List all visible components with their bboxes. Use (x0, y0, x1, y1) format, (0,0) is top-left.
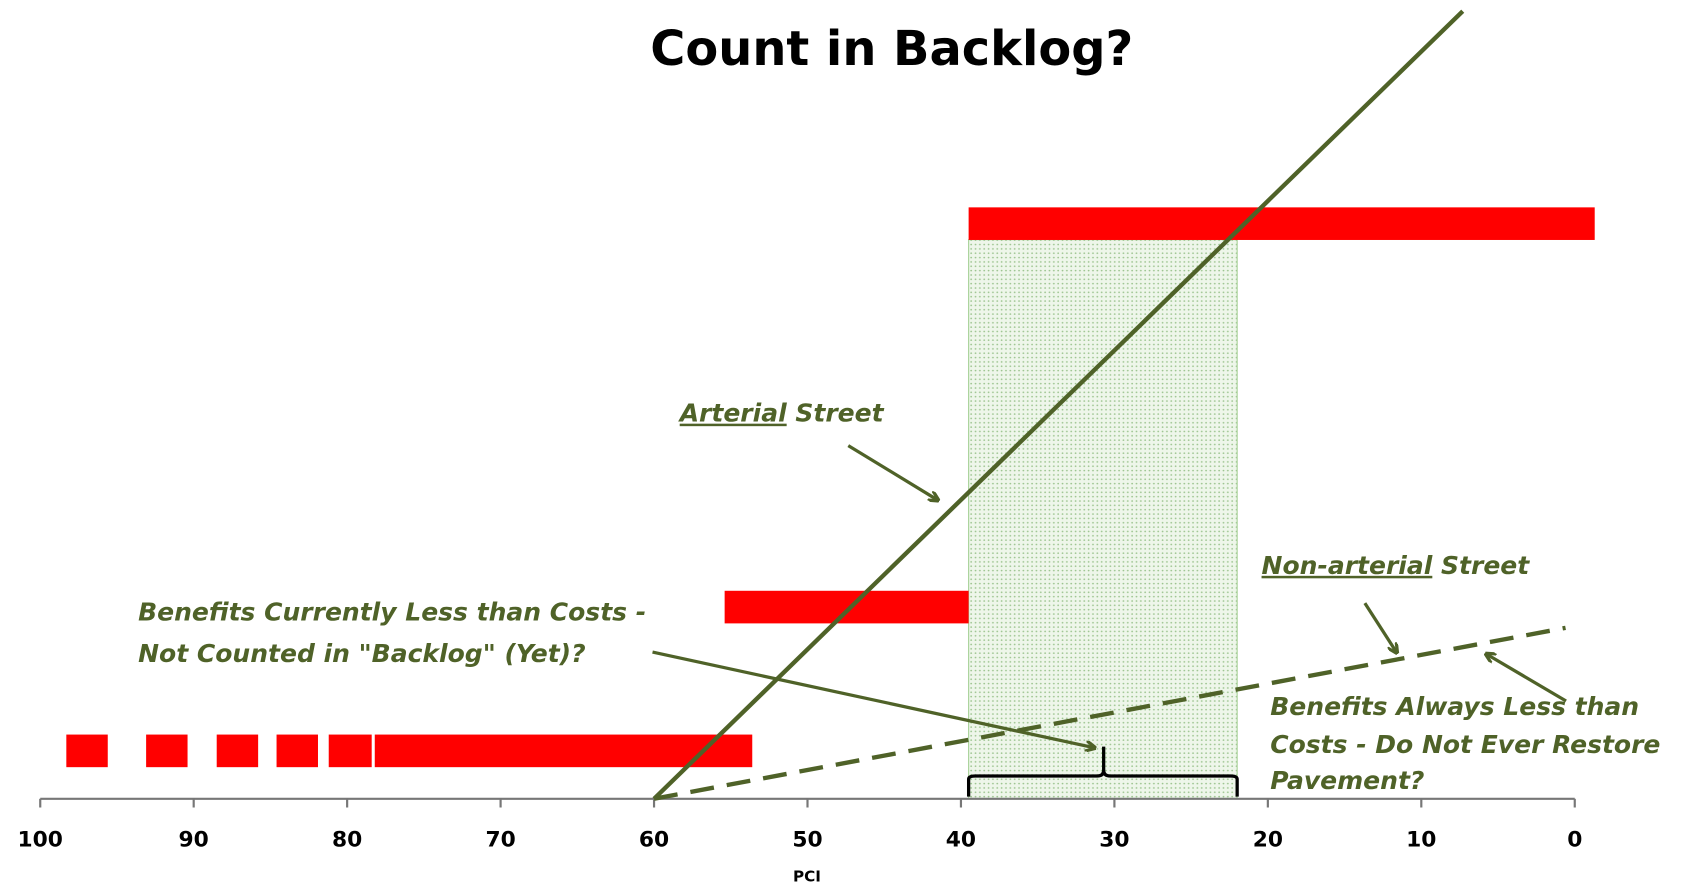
x-tick-label: 30 (1099, 828, 1129, 853)
line (652, 9, 1465, 801)
arrow (1487, 654, 1567, 703)
x-tick-label: 40 (946, 828, 976, 853)
annotation: Benefits Always Less than (1270, 692, 1639, 721)
x-tick-label: 10 (1406, 828, 1436, 853)
x-axis-label: PCI (793, 867, 821, 885)
x-tick-label: 60 (639, 828, 669, 853)
x-tick-label: 70 (485, 828, 515, 853)
x-tick-label: 80 (332, 828, 362, 853)
brace (966, 746, 1239, 797)
bar (146, 734, 188, 768)
x-tick-label: 100 (18, 828, 63, 853)
arrow (847, 444, 937, 500)
bar (724, 590, 969, 624)
arrow (1363, 602, 1397, 652)
x-tick-label: 50 (792, 828, 822, 853)
x-tick-label: 0 (1567, 828, 1582, 853)
bar (216, 734, 259, 768)
annotation: Arterial Street (678, 399, 885, 428)
annotation: Not Counted in "Backlog" (Yet)? (138, 639, 586, 668)
bar (328, 734, 372, 768)
bar (276, 734, 318, 768)
bar (66, 734, 108, 768)
annotation: Pavement? (1270, 766, 1424, 795)
highlight-region (968, 239, 1238, 800)
line (653, 625, 1566, 801)
annotation-part: Street (1432, 551, 1530, 580)
chart-title: Count in Backlog? (650, 22, 1133, 77)
bar (374, 734, 753, 768)
bar (968, 207, 1595, 240)
annotation-part: Arterial (678, 399, 787, 428)
x-tick-label: 20 (1253, 828, 1283, 853)
background-layer (39, 239, 1576, 808)
annotation-part: Street (787, 399, 885, 428)
annotation: Benefits Currently Less than Costs - (138, 598, 646, 627)
x-tick-label: 90 (179, 828, 209, 853)
annotation-part: Non-arterial (1262, 551, 1433, 580)
annotation: Non-arterial Street (1262, 551, 1531, 580)
annotation: Costs - Do Not Ever Restore (1270, 730, 1660, 759)
